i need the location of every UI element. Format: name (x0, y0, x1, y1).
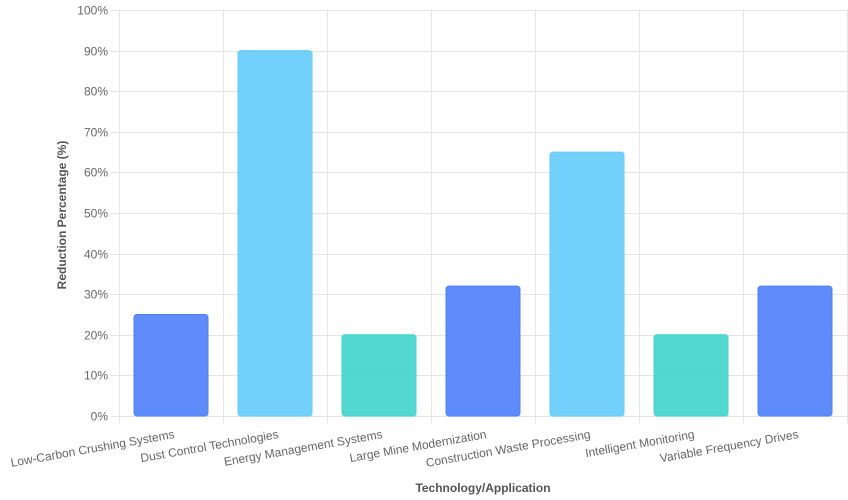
y-tick-label: 70% (84, 126, 108, 140)
bar[interactable] (653, 334, 729, 417)
x-axis-title: Technology/Application (415, 481, 550, 495)
bar[interactable] (341, 334, 417, 417)
bar[interactable] (133, 314, 209, 417)
bar[interactable] (237, 50, 313, 417)
y-tick-label: 10% (84, 369, 108, 383)
y-axis-title: Reduction Percentage (%) (55, 141, 69, 290)
y-tick-label: 80% (84, 85, 108, 99)
y-tick-label: 40% (84, 248, 108, 262)
bar[interactable] (445, 285, 521, 417)
gridlines (111, 10, 848, 424)
bars (133, 50, 833, 417)
y-tick-label: 50% (84, 207, 108, 221)
y-tick-label: 20% (84, 329, 108, 343)
y-tick-label: 30% (84, 288, 108, 302)
y-tick-label: 60% (84, 166, 108, 180)
bar[interactable] (757, 285, 833, 417)
bar[interactable] (549, 151, 625, 417)
y-axis-ticks: 0% 10% 20% 30% 40% 50% 60% 70% 80% 90% 100% (77, 4, 108, 424)
y-tick-label: 0% (91, 410, 109, 424)
y-tick-label: 90% (84, 45, 108, 59)
y-tick-label: 100% (77, 4, 108, 18)
